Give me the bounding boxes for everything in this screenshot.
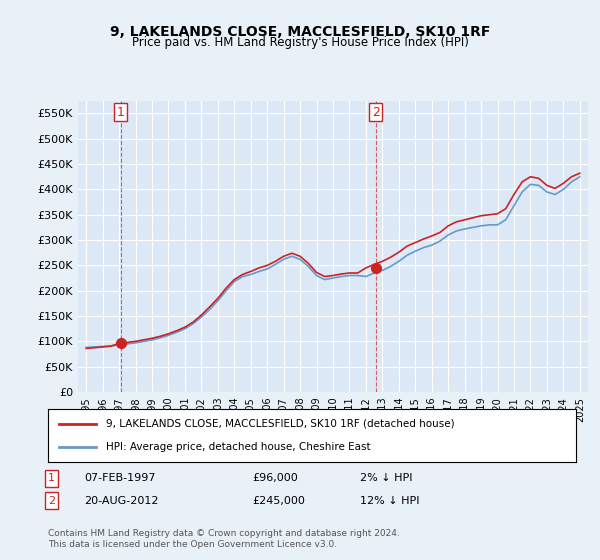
Text: 1: 1 [117, 106, 125, 119]
Text: 12% ↓ HPI: 12% ↓ HPI [360, 496, 419, 506]
Text: Price paid vs. HM Land Registry's House Price Index (HPI): Price paid vs. HM Land Registry's House … [131, 36, 469, 49]
Text: 2: 2 [372, 106, 380, 119]
Text: 2% ↓ HPI: 2% ↓ HPI [360, 473, 413, 483]
Text: 1: 1 [48, 473, 55, 483]
Text: HPI: Average price, detached house, Cheshire East: HPI: Average price, detached house, Ches… [106, 442, 371, 452]
Text: 20-AUG-2012: 20-AUG-2012 [84, 496, 158, 506]
Text: Contains HM Land Registry data © Crown copyright and database right 2024.
This d: Contains HM Land Registry data © Crown c… [48, 529, 400, 549]
Text: 07-FEB-1997: 07-FEB-1997 [84, 473, 155, 483]
Text: 2: 2 [48, 496, 55, 506]
Text: 9, LAKELANDS CLOSE, MACCLESFIELD, SK10 1RF: 9, LAKELANDS CLOSE, MACCLESFIELD, SK10 1… [110, 25, 490, 39]
Text: £245,000: £245,000 [252, 496, 305, 506]
Text: 9, LAKELANDS CLOSE, MACCLESFIELD, SK10 1RF (detached house): 9, LAKELANDS CLOSE, MACCLESFIELD, SK10 1… [106, 419, 455, 429]
Text: £96,000: £96,000 [252, 473, 298, 483]
